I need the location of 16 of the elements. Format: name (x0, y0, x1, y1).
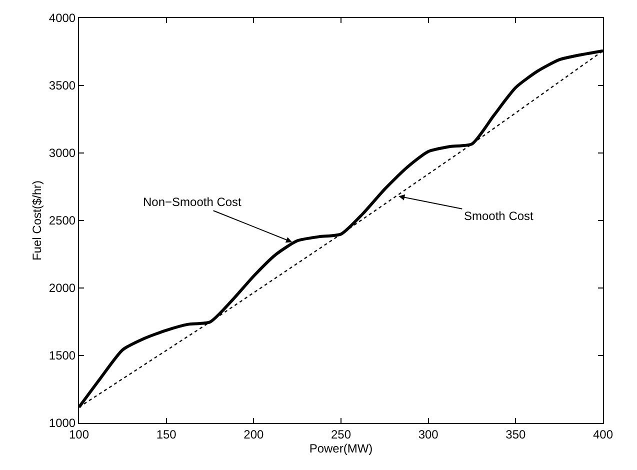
x-tick-label: 150 (156, 427, 177, 442)
y-tick-label: 2000 (48, 281, 76, 296)
y-tick-label: 3500 (48, 78, 76, 93)
x-tick-label: 200 (244, 427, 264, 442)
y-tick-label: 2500 (48, 214, 76, 228)
annotation: Non−Smooth Cost (143, 195, 242, 209)
x-tick-label: 300 (418, 427, 439, 442)
y-tick-label: 3000 (48, 146, 76, 160)
x-tick-label: 250 (330, 427, 352, 442)
x-axis-title: Power(MW) (309, 441, 373, 456)
annotation: Smooth Cost (464, 209, 534, 223)
y-tick-label: 4000 (48, 11, 76, 26)
x-tick-label: 350 (506, 427, 526, 442)
x-tick-label: 400 (592, 427, 614, 442)
y-axis-title: Fuel Cost($/hr) (30, 180, 44, 261)
y-tick-label: 1500 (48, 348, 76, 363)
